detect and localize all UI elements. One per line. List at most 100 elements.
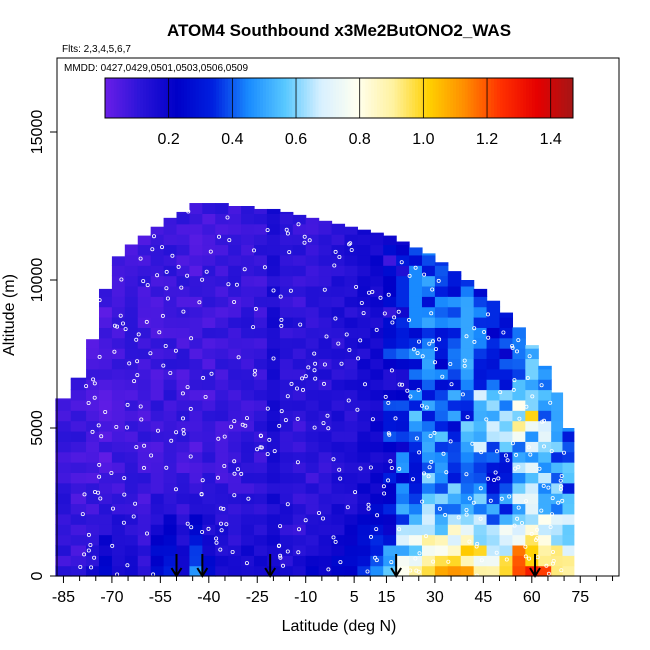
heatmap-cell — [189, 389, 203, 401]
heatmap-cell — [396, 368, 410, 380]
heatmap-cell — [150, 534, 165, 546]
colorbar-segment — [365, 78, 369, 118]
heatmap-cell — [98, 493, 113, 505]
heatmap-cell — [409, 265, 423, 277]
heatmap-cell — [486, 472, 501, 484]
heatmap-cell — [137, 451, 152, 463]
heatmap-cell — [383, 565, 397, 577]
heatmap-cell — [215, 368, 229, 380]
heatmap-cell — [202, 524, 216, 536]
heatmap-cell — [86, 462, 100, 473]
sample-point — [96, 423, 101, 428]
heatmap-cell — [98, 337, 113, 349]
colorbar-tick-label: 0.8 — [349, 131, 371, 148]
heatmap-cell — [228, 306, 242, 318]
heatmap-cell — [383, 327, 397, 339]
heatmap-cell — [202, 234, 216, 246]
heatmap-cell — [525, 544, 539, 556]
sample-point — [82, 552, 87, 557]
heatmap-cell — [434, 265, 449, 277]
sample-point — [347, 347, 352, 352]
sample-point — [312, 351, 317, 356]
heatmap-cell — [357, 451, 371, 463]
heatmap-cell — [562, 503, 575, 515]
sample-point — [174, 430, 179, 435]
heatmap-cell — [111, 337, 126, 349]
heatmap-cell — [396, 534, 410, 546]
sample-point — [374, 527, 379, 532]
heatmap-cell — [538, 493, 552, 505]
heatmap-cell — [279, 348, 294, 360]
sample-point — [471, 500, 476, 505]
heatmap-cell — [434, 451, 449, 463]
heatmap-cell — [396, 555, 410, 567]
sample-point — [179, 285, 184, 290]
heatmap-cell — [318, 544, 333, 556]
heatmap-cell — [241, 206, 255, 214]
heatmap-cell — [383, 317, 397, 328]
heatmap-cell — [370, 265, 384, 277]
colorbar-segment — [511, 78, 515, 118]
heatmap-cell — [357, 410, 371, 422]
heatmap-cell — [434, 358, 449, 370]
heatmap-cell — [305, 503, 320, 515]
heatmap-cell — [421, 493, 436, 505]
heatmap-cell — [98, 389, 113, 401]
sample-point — [355, 407, 360, 412]
sample-point — [529, 531, 534, 536]
sample-point — [530, 394, 535, 399]
sample-point — [302, 240, 307, 245]
sample-point — [92, 395, 97, 400]
heatmap-cell — [137, 337, 152, 349]
heatmap-cell — [163, 275, 178, 287]
heatmap-cell — [279, 306, 294, 318]
sample-point — [436, 278, 441, 283]
heatmap-cell — [70, 420, 87, 432]
colorbar-segment — [447, 78, 451, 118]
heatmap-cell — [215, 244, 229, 256]
heatmap-cell — [512, 524, 526, 536]
heatmap-cell — [562, 534, 575, 546]
heatmap-cell — [150, 389, 165, 401]
heatmap-cell — [409, 472, 423, 484]
heatmap-cell — [562, 513, 575, 525]
heatmap-cell — [331, 493, 346, 505]
heatmap-cell — [383, 441, 397, 453]
colorbar-segment — [239, 78, 243, 118]
heatmap-cell — [344, 420, 358, 432]
colorbar-segment — [236, 78, 241, 118]
colorbar-segment — [444, 78, 448, 118]
colorbar-segment — [450, 78, 454, 118]
heatmap-cell — [279, 234, 294, 246]
colorbar-segment — [339, 78, 343, 118]
heatmap-cell — [331, 451, 346, 463]
heatmap-cell — [447, 327, 462, 339]
colorbar: 0.2 0.4 0.6 0.8 1.0 1.2 1.4 — [104, 77, 574, 148]
heatmap-cell — [318, 410, 333, 422]
heatmap-cell — [202, 534, 216, 546]
heatmap-cell — [279, 368, 294, 380]
heatmap-cell — [473, 410, 488, 422]
sample-point — [216, 234, 221, 239]
sample-point — [151, 234, 156, 239]
heatmap-cell — [228, 265, 242, 277]
heatmap-cell — [279, 472, 294, 484]
heatmap-cell — [357, 296, 371, 308]
sample-point — [96, 490, 101, 495]
sample-point — [517, 416, 522, 421]
sample-point — [279, 409, 284, 414]
heatmap-cell — [318, 565, 333, 577]
heatmap-cell — [486, 420, 501, 432]
heatmap-cell — [460, 493, 475, 505]
heatmap-cell — [344, 226, 358, 235]
heatmap-cell — [473, 306, 488, 318]
heatmap-cell — [279, 285, 294, 297]
heatmap-cell — [176, 513, 191, 525]
heatmap-cell — [215, 254, 229, 266]
sample-point — [540, 419, 545, 424]
heatmap-cell — [98, 565, 113, 577]
sample-point — [139, 417, 144, 422]
heatmap-cell — [266, 358, 281, 370]
heatmap-cell — [447, 337, 462, 349]
heatmap-cell — [409, 327, 423, 339]
